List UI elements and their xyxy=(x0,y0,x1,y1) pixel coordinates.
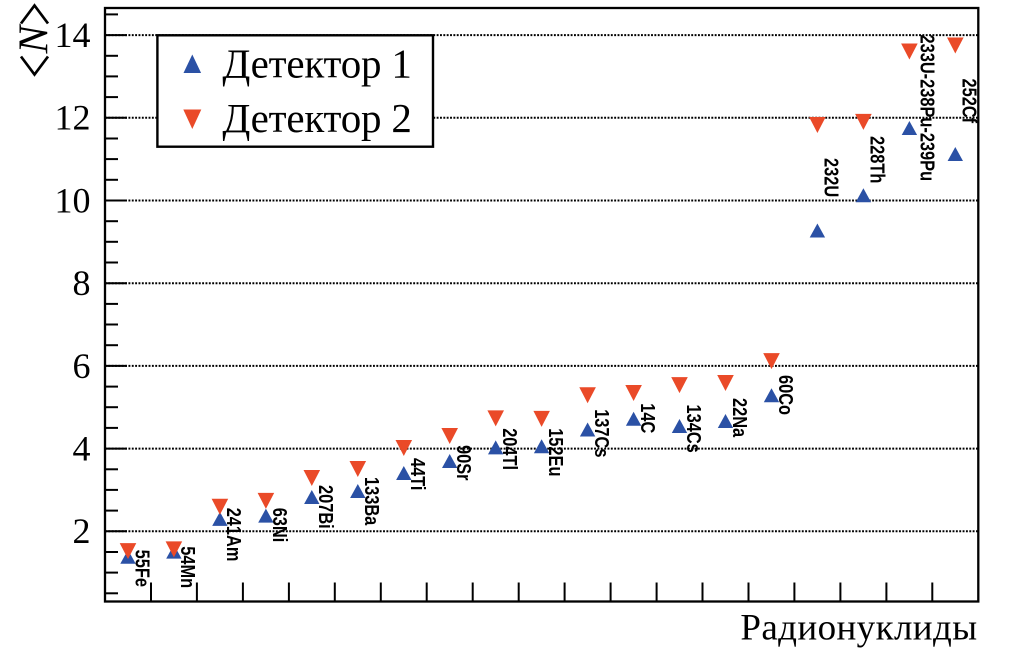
svg-text:Радионуклиды: Радионуклиды xyxy=(740,608,977,649)
svg-text:137Cs: 137Cs xyxy=(591,409,614,457)
svg-text:152Eu: 152Eu xyxy=(545,428,568,476)
svg-text:2: 2 xyxy=(73,511,91,551)
svg-text:232U: 232U xyxy=(820,158,843,197)
svg-text:Детектор 2: Детектор 2 xyxy=(222,95,411,141)
svg-text:207Bi: 207Bi xyxy=(315,485,338,529)
svg-text:6: 6 xyxy=(73,346,91,386)
svg-text:N: N xyxy=(12,24,58,55)
svg-text:252Cf: 252Cf xyxy=(958,79,981,124)
svg-text:14: 14 xyxy=(55,15,91,55)
svg-text:55Fe: 55Fe xyxy=(131,550,154,587)
svg-text:60Co: 60Co xyxy=(774,375,797,415)
svg-text:4: 4 xyxy=(73,429,91,469)
svg-text:44Ti: 44Ti xyxy=(407,458,430,490)
svg-text:133Ba: 133Ba xyxy=(361,477,384,526)
svg-text:14C: 14C xyxy=(637,403,660,433)
svg-text:134Cs: 134Cs xyxy=(682,405,705,453)
svg-text:204Tl: 204Tl xyxy=(499,428,522,470)
svg-text:233U-238Pu-239Pu: 233U-238Pu-239Pu xyxy=(916,35,939,182)
svg-text:63Ni: 63Ni xyxy=(269,508,292,543)
svg-text:8: 8 xyxy=(73,263,91,303)
svg-text:90Sr: 90Sr xyxy=(453,445,476,481)
svg-text:10: 10 xyxy=(55,180,91,220)
svg-text:228Th: 228Th xyxy=(866,136,889,183)
svg-text:Детектор 1: Детектор 1 xyxy=(222,41,411,87)
svg-text:22Na: 22Na xyxy=(728,398,751,438)
svg-text:54Mn: 54Mn xyxy=(177,546,200,588)
svg-text:12: 12 xyxy=(55,98,91,138)
svg-text:241Am: 241Am xyxy=(223,508,246,562)
